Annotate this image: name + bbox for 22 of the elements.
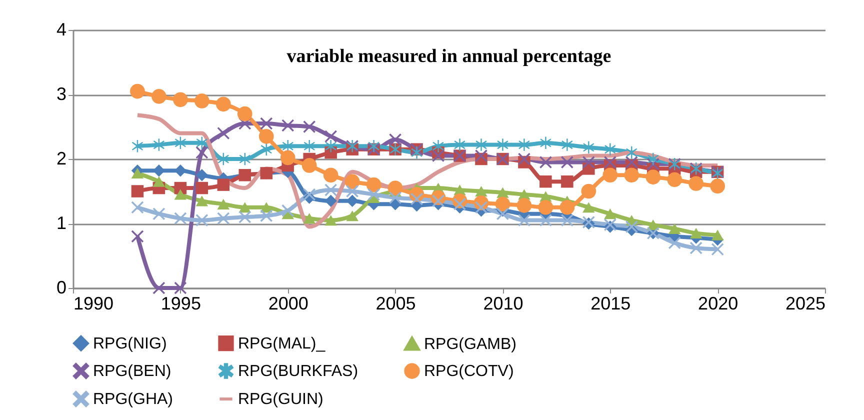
y-tick-label: 2 <box>56 148 66 168</box>
y-tick-label: 4 <box>56 20 66 40</box>
y-tick-label: 3 <box>56 84 66 104</box>
legend-label: RPG(NIG) <box>93 335 167 352</box>
x-tick-label: 2025 <box>785 294 826 314</box>
legend-label: RPG(GAMB) <box>424 336 516 353</box>
y-tick-label: 1 <box>56 213 66 233</box>
x-tick-label: 2015 <box>590 294 631 314</box>
legend-label: RPG(BEN) <box>93 363 172 380</box>
x-tick-label: 1995 <box>160 294 201 314</box>
x-tick-label: 1990 <box>74 294 114 314</box>
text: variable measured in annual percentage <box>286 46 612 67</box>
y-tick-label: 0 <box>56 278 66 298</box>
legend-label: RPG(BURKFAS) <box>238 363 358 380</box>
legend-label: RPG(MAL)_ <box>238 335 326 352</box>
legend-label: RPG(COTV) <box>424 363 514 380</box>
legend-label: RPG(GHA) <box>93 391 173 408</box>
legend-label: RPG(GUIN) <box>238 391 324 408</box>
x-tick-label: 2010 <box>483 294 524 314</box>
x-tick-label: 2005 <box>376 294 416 314</box>
x-tick-label: 2000 <box>268 294 308 314</box>
x-tick-label: 2020 <box>698 294 738 314</box>
